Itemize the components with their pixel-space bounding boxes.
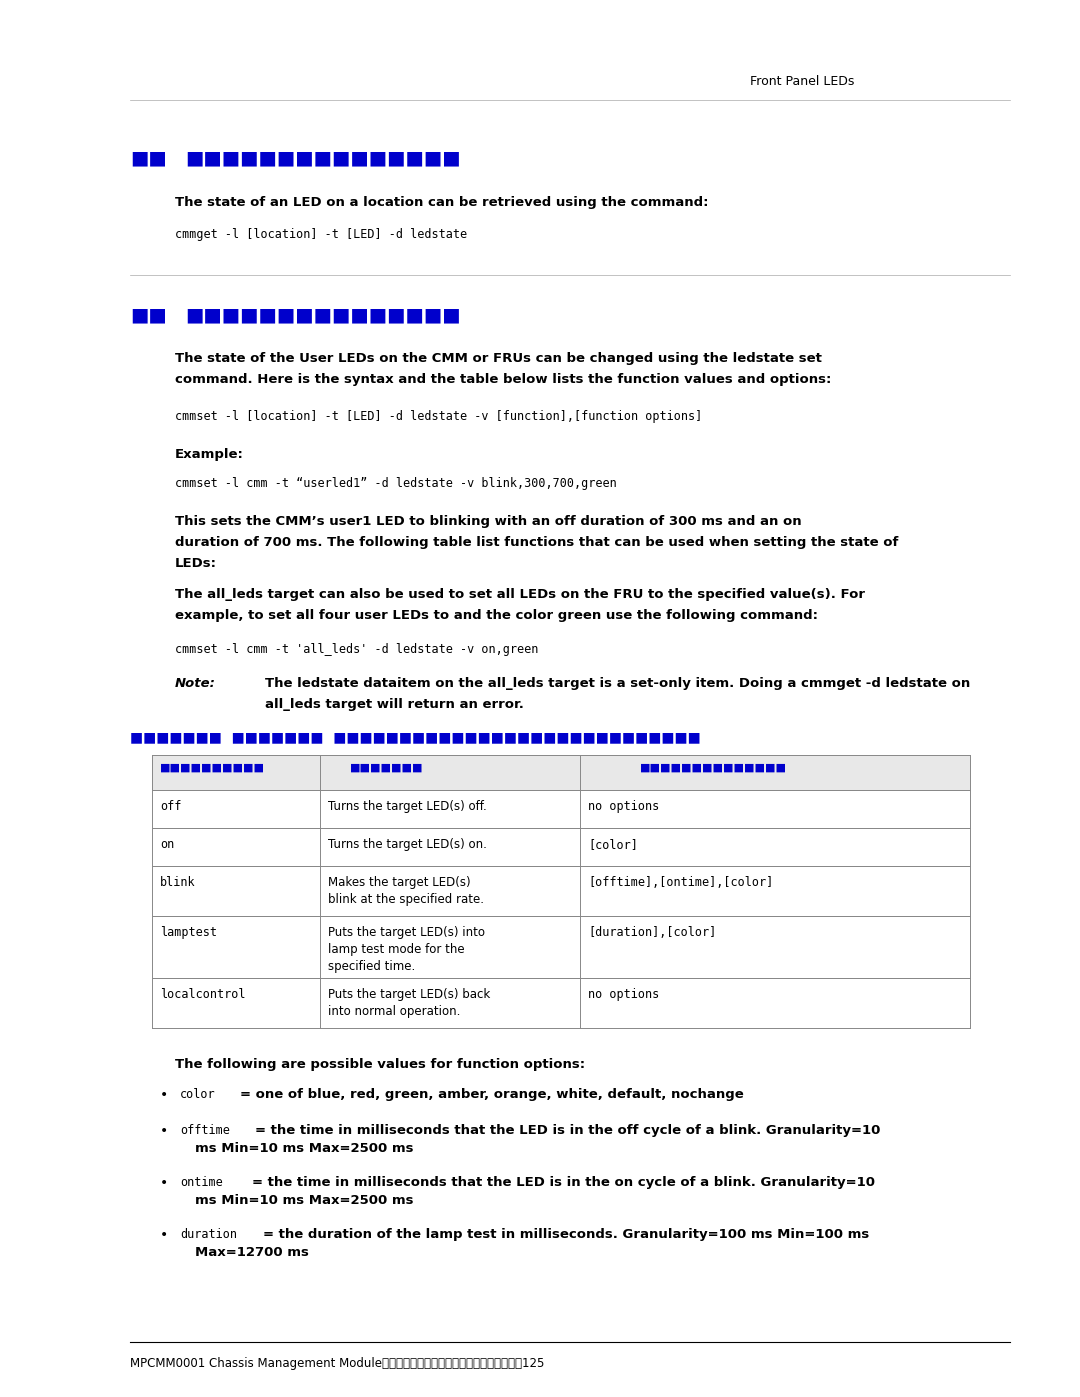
Text: cmmset -l cmm -t 'all_leds' -d ledstate -v on,green: cmmset -l cmm -t 'all_leds' -d ledstate … bbox=[175, 643, 538, 657]
Text: •: • bbox=[160, 1125, 168, 1139]
Text: [offtime],[ontime],[color]: [offtime],[ontime],[color] bbox=[588, 876, 773, 888]
Text: ■■: ■■ bbox=[130, 305, 166, 324]
Text: Puts the target LED(s) into: Puts the target LED(s) into bbox=[328, 926, 485, 939]
Text: specified time.: specified time. bbox=[328, 960, 415, 972]
Text: This sets the CMM’s user1 LED to blinking with an off duration of 300 ms and an : This sets the CMM’s user1 LED to blinkin… bbox=[175, 515, 801, 528]
Text: = one of blue, red, green, amber, orange, white, default, nochange: = one of blue, red, green, amber, orange… bbox=[240, 1088, 744, 1101]
Text: example, to set all four user LEDs to and the color green use the following comm: example, to set all four user LEDs to an… bbox=[175, 609, 818, 622]
Text: ■■■■■■■■■■■■■■■: ■■■■■■■■■■■■■■■ bbox=[185, 305, 461, 324]
Text: Max=12700 ms: Max=12700 ms bbox=[195, 1246, 309, 1259]
Text: The following are possible values for function options:: The following are possible values for fu… bbox=[175, 1058, 585, 1071]
Text: •: • bbox=[160, 1088, 168, 1102]
Text: = the time in milliseconds that the LED is in the on cycle of a blink. Granulari: = the time in milliseconds that the LED … bbox=[252, 1176, 875, 1189]
Text: lamp test mode for the: lamp test mode for the bbox=[328, 943, 464, 956]
Text: on: on bbox=[160, 838, 174, 851]
Text: ■■■■■■■  ■■■■■■■  ■■■■■■■■■■■■■■■■■■■■■■■■■■■■: ■■■■■■■ ■■■■■■■ ■■■■■■■■■■■■■■■■■■■■■■■■… bbox=[130, 731, 701, 745]
Text: localcontrol: localcontrol bbox=[160, 988, 245, 1002]
Text: Example:: Example: bbox=[175, 448, 244, 461]
Text: ■■■■■■■■■■■■■■: ■■■■■■■■■■■■■■ bbox=[640, 763, 787, 773]
Text: Turns the target LED(s) off.: Turns the target LED(s) off. bbox=[328, 800, 487, 813]
Text: duration of 700 ms. The following table list functions that can be used when set: duration of 700 ms. The following table … bbox=[175, 536, 899, 549]
Bar bbox=[152, 828, 970, 866]
Bar bbox=[152, 916, 970, 978]
Text: blink at the specified rate.: blink at the specified rate. bbox=[328, 893, 484, 907]
Bar bbox=[152, 978, 970, 1028]
Text: Makes the target LED(s): Makes the target LED(s) bbox=[328, 876, 471, 888]
Text: no options: no options bbox=[588, 800, 659, 813]
Text: ■■■■■■■■■■■■■■■: ■■■■■■■■■■■■■■■ bbox=[185, 148, 461, 168]
Text: Turns the target LED(s) on.: Turns the target LED(s) on. bbox=[328, 838, 487, 851]
Text: all_leds target will return an error.: all_leds target will return an error. bbox=[265, 698, 524, 711]
Text: The state of an LED on a location can be retrieved using the command:: The state of an LED on a location can be… bbox=[175, 196, 708, 210]
Text: [color]: [color] bbox=[588, 838, 638, 851]
Text: •: • bbox=[160, 1176, 168, 1190]
Bar bbox=[152, 789, 970, 828]
Text: lamptest: lamptest bbox=[160, 926, 217, 939]
Text: ms Min=10 ms Max=2500 ms: ms Min=10 ms Max=2500 ms bbox=[195, 1194, 414, 1207]
Text: The ledstate dataitem on the all_leds target is a set-only item. Doing a cmmget : The ledstate dataitem on the all_leds ta… bbox=[265, 678, 970, 690]
Text: Puts the target LED(s) back: Puts the target LED(s) back bbox=[328, 988, 490, 1002]
Text: ontime: ontime bbox=[180, 1176, 222, 1189]
Text: = the duration of the lamp test in milliseconds. Granularity=100 ms Min=100 ms: = the duration of the lamp test in milli… bbox=[264, 1228, 869, 1241]
Text: off: off bbox=[160, 800, 181, 813]
Text: MPCMM0001 Chassis Management Module　　　　　　　　　　　　　　　　　　　　125: MPCMM0001 Chassis Management Module 125 bbox=[130, 1356, 544, 1370]
Text: cmmget -l [location] -t [LED] -d ledstate: cmmget -l [location] -t [LED] -d ledstat… bbox=[175, 228, 468, 242]
Text: into normal operation.: into normal operation. bbox=[328, 1004, 460, 1018]
Text: Front Panel LEDs: Front Panel LEDs bbox=[750, 75, 854, 88]
Text: ■■■■■■■■■■: ■■■■■■■■■■ bbox=[160, 763, 265, 773]
Bar bbox=[152, 866, 970, 916]
Text: command. Here is the syntax and the table below lists the function values and op: command. Here is the syntax and the tabl… bbox=[175, 373, 832, 386]
Text: ■■■■■■■: ■■■■■■■ bbox=[350, 763, 423, 773]
Text: LEDs:: LEDs: bbox=[175, 557, 217, 570]
Bar bbox=[152, 754, 970, 789]
Text: The state of the User LEDs on the CMM or FRUs can be changed using the ledstate : The state of the User LEDs on the CMM or… bbox=[175, 352, 822, 365]
Text: [duration],[color]: [duration],[color] bbox=[588, 926, 716, 939]
Text: ms Min=10 ms Max=2500 ms: ms Min=10 ms Max=2500 ms bbox=[195, 1141, 414, 1155]
Text: Note:: Note: bbox=[175, 678, 216, 690]
Text: color: color bbox=[180, 1088, 216, 1101]
Text: •: • bbox=[160, 1228, 168, 1242]
Text: offtime: offtime bbox=[180, 1125, 230, 1137]
Text: = the time in milliseconds that the LED is in the off cycle of a blink. Granular: = the time in milliseconds that the LED … bbox=[255, 1125, 880, 1137]
Text: blink: blink bbox=[160, 876, 195, 888]
Text: cmmset -l cmm -t “userled1” -d ledstate -v blink,300,700,green: cmmset -l cmm -t “userled1” -d ledstate … bbox=[175, 476, 617, 490]
Text: duration: duration bbox=[180, 1228, 237, 1241]
Text: The all_leds target can also be used to set all LEDs on the FRU to the specified: The all_leds target can also be used to … bbox=[175, 588, 865, 601]
Text: cmmset -l [location] -t [LED] -d ledstate -v [function],[function options]: cmmset -l [location] -t [LED] -d ledstat… bbox=[175, 409, 702, 423]
Text: no options: no options bbox=[588, 988, 659, 1002]
Text: ■■: ■■ bbox=[130, 148, 166, 168]
